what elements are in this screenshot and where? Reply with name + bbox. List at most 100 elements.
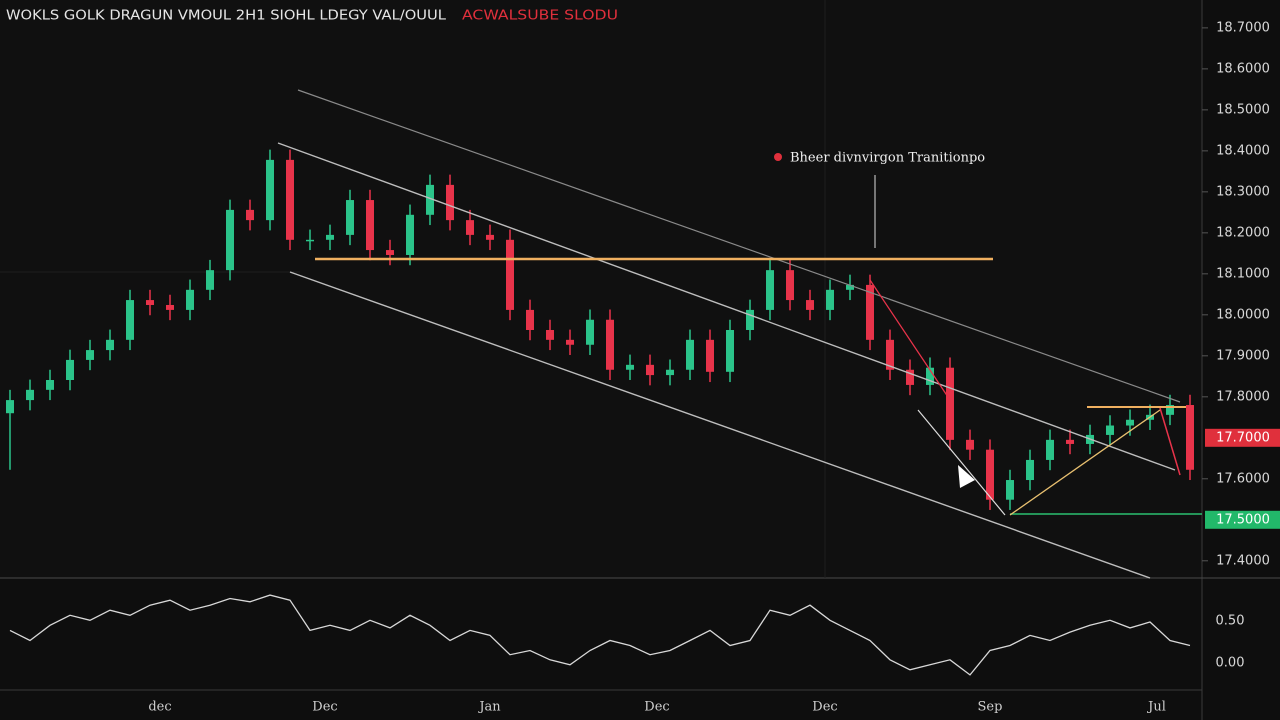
candle-body: [446, 184, 454, 221]
candle-body: [866, 284, 874, 340]
candle-body: [1066, 439, 1074, 444]
y-tick-label: 17.4000: [1216, 553, 1270, 568]
candle-body: [346, 200, 354, 235]
candle-body: [1166, 405, 1174, 415]
candle-body: [426, 184, 434, 215]
candle-body: [126, 300, 134, 340]
candle-body: [546, 329, 554, 340]
candle-body: [26, 389, 34, 401]
price-pane: [0, 0, 1202, 578]
candle-body: [526, 309, 534, 330]
candle-body: [1026, 459, 1034, 481]
candle-body: [306, 239, 314, 242]
candle-body: [806, 300, 814, 310]
candle-body: [606, 319, 614, 370]
candle-body: [726, 329, 734, 372]
candle-body: [886, 339, 894, 370]
y-tick-label: 18.6000: [1216, 61, 1270, 76]
y-tick-label: 18.2000: [1216, 225, 1270, 240]
y-tick-label: 18.3000: [1216, 184, 1270, 199]
candle-body: [386, 250, 394, 255]
candle-body: [46, 380, 54, 390]
candle-body: [1046, 439, 1054, 460]
trend-line: [1009, 409, 1161, 516]
trend-line: [869, 279, 951, 401]
trend-line: [297, 89, 1181, 403]
candle-body: [166, 304, 174, 310]
candle-body: [486, 234, 494, 240]
candle-body: [86, 350, 94, 360]
candle-body: [226, 209, 234, 271]
osc-tick-label: 0.50: [1216, 614, 1245, 629]
candle-body: [286, 159, 294, 240]
x-tick-label: Sep: [978, 700, 1003, 715]
candle-body: [786, 270, 794, 301]
candle-body: [626, 364, 634, 370]
candle-body: [986, 449, 994, 500]
candle-body: [646, 364, 654, 376]
candle-body: [926, 367, 934, 385]
trend-line: [277, 142, 1176, 471]
candle-body: [1186, 405, 1194, 470]
candle-body: [1006, 480, 1014, 500]
candle-body: [326, 234, 334, 240]
price-tag: [1205, 428, 1280, 447]
x-tick-label: Dec: [812, 700, 837, 715]
y-tick-label: 17.6000: [1216, 471, 1270, 486]
candle-body: [846, 284, 854, 290]
price-axis: 18.7000 18.6000 18.5000 18.4000 18.3000 18.20…: [1202, 20, 1280, 568]
y-tick-label: 18.7000: [1216, 20, 1270, 35]
candle-body: [66, 359, 74, 381]
candle-body: [106, 339, 114, 351]
x-tick-label: Jul: [1146, 700, 1166, 715]
candle-body: [946, 367, 954, 440]
candle-body: [366, 200, 374, 251]
candle-body: [586, 319, 594, 345]
price-tag-label: 17.5000: [1216, 512, 1270, 527]
candle-body: [566, 339, 574, 345]
candle-body: [266, 159, 274, 221]
candle-body: [966, 439, 974, 450]
candle-body: [186, 289, 194, 310]
x-tick-label: Dec: [312, 700, 337, 715]
candle-body: [666, 369, 674, 376]
candle-body: [146, 300, 154, 305]
trend-line: [289, 271, 1151, 579]
candles: [6, 149, 1194, 510]
y-tick-label: 17.9000: [1216, 348, 1270, 363]
candle-body: [6, 400, 14, 414]
candle-body: [206, 270, 214, 290]
annotation-dot: [774, 153, 782, 161]
osc-tick-label: 0.00: [1216, 656, 1245, 671]
candle-body: [686, 339, 694, 370]
trend-line: [1159, 407, 1181, 476]
candle-body: [1126, 419, 1134, 426]
cursor: [958, 465, 975, 488]
chart-title: WOKLS GOLK DRAGUN VMOUL 2H1 SIOHL LDEGY …: [6, 9, 447, 24]
x-tick-label: Jan: [477, 700, 501, 715]
candle-body: [746, 309, 754, 330]
candle-body: [766, 270, 774, 310]
candle-body: [826, 289, 834, 310]
y-tick-label: 18.5000: [1216, 102, 1270, 117]
candle-body: [246, 209, 254, 221]
y-tick-label: 18.0000: [1216, 307, 1270, 322]
y-tick-label: 18.1000: [1216, 266, 1270, 281]
candle-body: [466, 220, 474, 235]
candle-body: [906, 369, 914, 385]
trend-line: [917, 409, 1006, 516]
price-tag-label: 17.7000: [1216, 430, 1270, 445]
y-tick-label: 18.4000: [1216, 143, 1270, 158]
x-tick-label: dec: [148, 700, 171, 715]
candle-body: [1106, 425, 1114, 435]
candle-body: [406, 214, 414, 255]
price-tag: [1205, 510, 1280, 529]
candle-body: [506, 239, 514, 310]
annotation: Bheer divnvirgon Tranitionpo: [790, 151, 985, 166]
candle-body: [706, 339, 714, 372]
oscillator-line: [9, 594, 1191, 676]
title-highlight: ACWALSUBE SLODU: [462, 9, 618, 24]
x-tick-label: Dec: [644, 700, 669, 715]
